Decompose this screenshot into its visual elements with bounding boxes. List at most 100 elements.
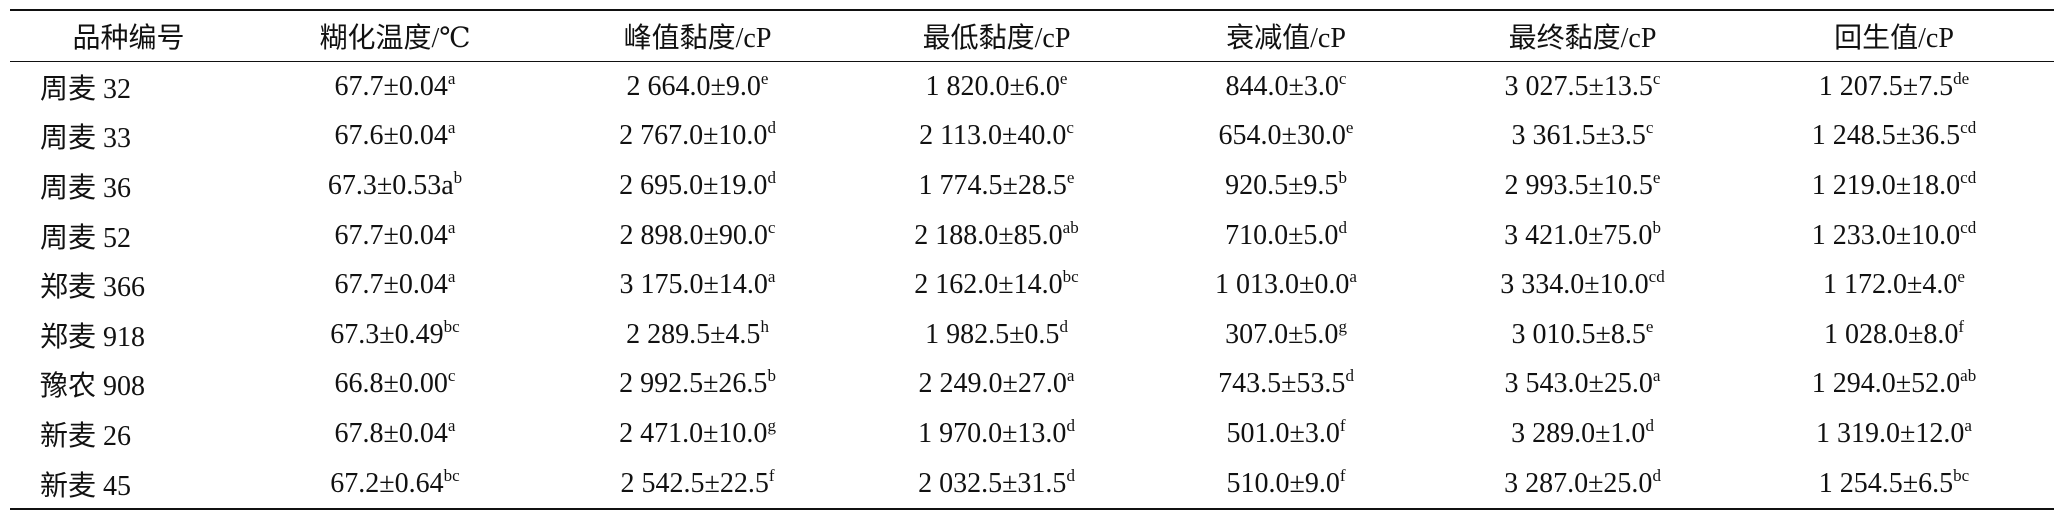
value-cell: 2 767.0±10.0d bbox=[543, 112, 852, 162]
value-cell: 1 970.0±13.0d bbox=[852, 409, 1141, 459]
significance-letter: bc bbox=[1062, 267, 1079, 287]
value-cell: 654.0±30.0e bbox=[1141, 112, 1431, 162]
cell-value: 2 032.5±31.5 bbox=[918, 467, 1067, 499]
table-row: 周麦 52 67.7±0.04a 2 898.0±90.0c 2 188.0±85.0… bbox=[10, 211, 2054, 261]
significance-letter: g bbox=[767, 415, 776, 435]
cell-value: 67.7±0.04 bbox=[334, 70, 448, 102]
cell-value: 3 027.5±13.5 bbox=[1504, 70, 1653, 102]
value-cell: 67.7±0.04a bbox=[247, 211, 543, 261]
variety-cell: 周麦 52 bbox=[40, 222, 132, 254]
cell-value: 2 898.0±90.0 bbox=[619, 219, 768, 251]
value-cell: 2 471.0±10.0g bbox=[543, 409, 852, 459]
column-header: 糊化温度/℃ bbox=[247, 10, 543, 62]
significance-letter: a bbox=[767, 267, 776, 287]
significance-letter: f bbox=[1339, 465, 1346, 485]
cell-value: 1 248.5±36.5 bbox=[1811, 120, 1961, 152]
significance-letter: d bbox=[1338, 217, 1347, 237]
value-cell: 3 421.0±75.0b bbox=[1431, 211, 1734, 261]
value-cell: 3 334.0±10.0cd bbox=[1431, 260, 1734, 310]
value-cell: 1 172.0±4.0e bbox=[1734, 260, 2054, 310]
significance-letter: g bbox=[1338, 316, 1347, 336]
value-cell: 67.6±0.04a bbox=[247, 112, 543, 162]
table-row: 新麦 26 67.8±0.04a 2 471.0±10.0g 1 970.0±13.0… bbox=[10, 409, 2054, 459]
significance-letter: b bbox=[1338, 167, 1347, 187]
significance-letter: a bbox=[447, 415, 456, 435]
cell-value: 67.3±0.49 bbox=[330, 318, 444, 350]
significance-letter: h bbox=[760, 316, 769, 336]
significance-letter: bc bbox=[1953, 465, 1970, 485]
header-row: 品种编号 糊化温度/℃ 峰值黏度/cP 最低黏度/cP 衰减值/cP 最终黏度/cP 回生值… bbox=[10, 10, 2054, 62]
table-row: 周麦 32 67.7±0.04a 2 664.0±9.0e 1 820.0±6.0e 8… bbox=[10, 62, 2054, 112]
significance-letter: b bbox=[1652, 217, 1661, 237]
cell-value: 2 113.0±40.0 bbox=[919, 120, 1067, 152]
significance-letter: de bbox=[1953, 68, 1970, 88]
value-cell: 1 219.0±18.0cd bbox=[1734, 161, 2054, 211]
significance-letter: bc bbox=[443, 316, 460, 336]
value-cell: 3 361.5±3.5c bbox=[1431, 112, 1734, 162]
value-cell: 1 254.5±6.5bc bbox=[1734, 459, 2054, 510]
significance-letter: a bbox=[447, 68, 456, 88]
cell-value: 2 664.0±9.0 bbox=[626, 70, 761, 102]
cell-value: 67.8±0.04 bbox=[334, 417, 448, 449]
significance-letter: e bbox=[1345, 118, 1354, 138]
cell-value: 3 289.0±1.0 bbox=[1511, 417, 1646, 449]
variety-cell: 周麦 32 bbox=[40, 73, 132, 105]
cell-value: 1 820.0±6.0 bbox=[925, 70, 1060, 102]
significance-letter: e bbox=[1059, 68, 1068, 88]
value-cell: 1 294.0±52.0ab bbox=[1734, 360, 2054, 410]
data-table: 品种编号 糊化温度/℃ 峰值黏度/cP 最低黏度/cP 衰减值/cP 最终黏度/cP 回生值… bbox=[10, 9, 2054, 511]
value-cell: 3 027.5±13.5c bbox=[1431, 62, 1734, 112]
significance-letter: ab bbox=[1062, 217, 1079, 237]
table-row: 豫农 908 66.8±0.00c 2 992.5±26.5b 2 249.0±27.… bbox=[10, 360, 2054, 410]
significance-letter: f bbox=[1339, 415, 1346, 435]
cell-value: 844.0±3.0 bbox=[1225, 70, 1339, 102]
significance-letter: c bbox=[1066, 118, 1074, 138]
value-cell: 3 287.0±25.0d bbox=[1431, 459, 1734, 510]
cell-value: 1 294.0±52.0 bbox=[1811, 368, 1961, 400]
significance-letter: e bbox=[1957, 267, 1965, 287]
cell-value: 1 970.0±13.0 bbox=[918, 417, 1067, 449]
value-cell: 67.3±0.49bc bbox=[247, 310, 543, 360]
column-header: 回生值/cP bbox=[1734, 10, 2054, 62]
cell-value: 1 774.5±28.5 bbox=[918, 169, 1067, 201]
value-cell: 67.8±0.04a bbox=[247, 409, 543, 459]
significance-letter: a bbox=[1349, 267, 1357, 287]
value-cell: 67.7±0.04a bbox=[247, 62, 543, 112]
cell-value: 2 767.0±10.0 bbox=[619, 120, 768, 152]
cell-value: 67.7±0.04 bbox=[334, 269, 448, 301]
value-cell: 67.2±0.64bc bbox=[247, 459, 543, 510]
cell-value: 3 421.0±75.0 bbox=[1504, 219, 1653, 251]
significance-letter: d bbox=[1345, 366, 1354, 386]
significance-letter: b bbox=[453, 167, 463, 187]
value-cell: 2 993.5±10.5e bbox=[1431, 161, 1734, 211]
cell-value: 67.3±0.53a bbox=[327, 169, 454, 201]
cell-value: 2 993.5±10.5 bbox=[1504, 169, 1653, 201]
cell-value: 2 471.0±10.0 bbox=[619, 417, 768, 449]
value-cell: 920.5±9.5b bbox=[1141, 161, 1431, 211]
table-row: 郑麦 918 67.3±0.49bc 2 289.5±4.5h 1 982.5±0.5… bbox=[10, 310, 2054, 360]
value-cell: 2 898.0±90.0c bbox=[543, 211, 852, 261]
cell-value: 710.0±5.0 bbox=[1225, 219, 1339, 251]
cell-value: 1 233.0±10.0 bbox=[1811, 219, 1961, 251]
table-row: 周麦 33 67.6±0.04a 2 767.0±10.0d 2 113.0±40.0… bbox=[10, 112, 2054, 162]
value-cell: 67.3±0.53ab bbox=[247, 161, 543, 211]
significance-letter: a bbox=[447, 267, 456, 287]
value-cell: 1 233.0±10.0cd bbox=[1734, 211, 2054, 261]
cell-value: 654.0±30.0 bbox=[1218, 120, 1346, 152]
significance-letter: cd bbox=[1960, 167, 1977, 187]
cell-value: 3 010.5±8.5 bbox=[1511, 318, 1646, 350]
value-cell: 307.0±5.0g bbox=[1141, 310, 1431, 360]
significance-letter: a bbox=[1964, 415, 1972, 435]
variety-cell: 郑麦 366 bbox=[40, 272, 146, 304]
significance-letter: f bbox=[768, 465, 775, 485]
column-header: 品种编号 bbox=[10, 10, 247, 62]
value-cell: 1 248.5±36.5cd bbox=[1734, 112, 2054, 162]
value-cell: 1 028.0±8.0f bbox=[1734, 310, 2054, 360]
cell-value: 1 172.0±4.0 bbox=[1823, 269, 1958, 301]
value-cell: 2 992.5±26.5b bbox=[543, 360, 852, 410]
cell-value: 2 695.0±19.0 bbox=[619, 169, 768, 201]
value-cell: 743.5±53.5d bbox=[1141, 360, 1431, 410]
value-cell: 2 113.0±40.0c bbox=[852, 112, 1141, 162]
cell-value: 2 542.5±22.5 bbox=[620, 467, 769, 499]
